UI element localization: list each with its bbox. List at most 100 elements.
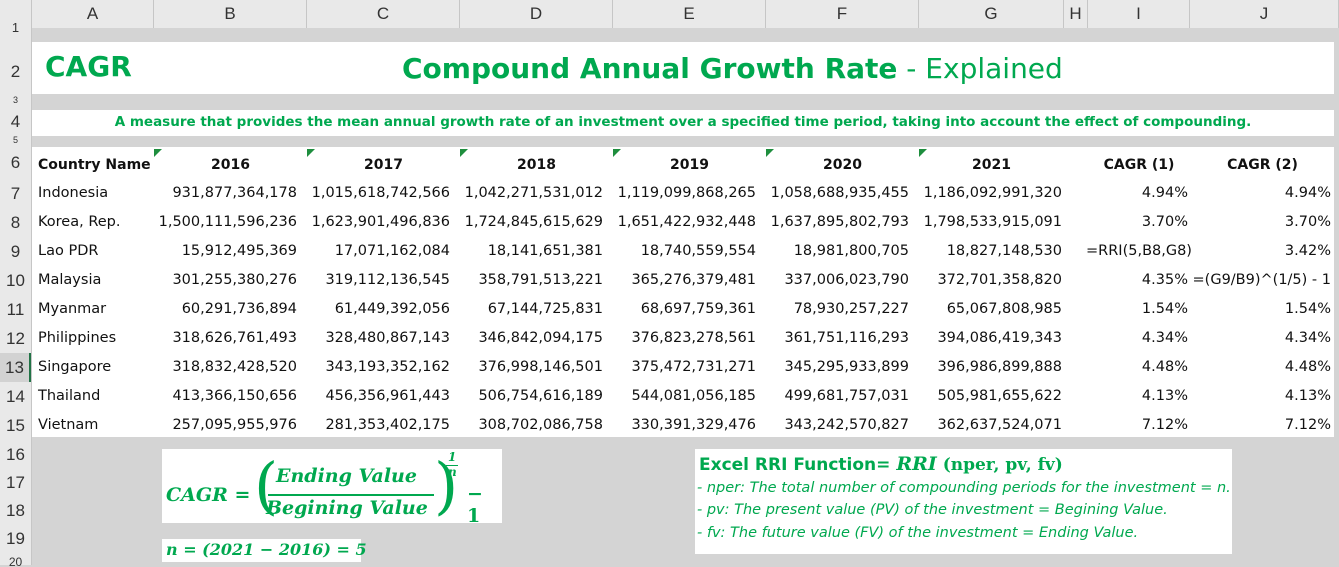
value-cell[interactable]: =(G9/B9)^(1/5) - 1: [1192, 272, 1331, 288]
column-header-j[interactable]: J: [1190, 0, 1339, 28]
value-cell[interactable]: 3.42%: [1284, 243, 1331, 259]
value-cell[interactable]: 301,255,380,276: [172, 272, 297, 288]
row-header-5[interactable]: 5: [12, 136, 18, 144]
value-cell[interactable]: 1,042,271,531,012: [464, 185, 603, 201]
row-header-18[interactable]: 18: [6, 501, 25, 520]
value-cell[interactable]: 7.12%: [1141, 417, 1188, 433]
row-header-20[interactable]: 20: [8, 557, 23, 567]
value-cell[interactable]: 4.13%: [1284, 388, 1331, 404]
row-header-12[interactable]: 12: [6, 329, 25, 348]
row-header-17[interactable]: 17: [6, 473, 25, 492]
value-cell[interactable]: 7.12%: [1284, 417, 1331, 433]
header-country-name[interactable]: Country Name: [38, 157, 151, 173]
row-header-16[interactable]: 16: [6, 445, 25, 464]
value-cell[interactable]: 1,058,688,935,455: [770, 185, 909, 201]
country-name-cell[interactable]: Myanmar: [38, 301, 107, 317]
value-cell[interactable]: 1.54%: [1141, 301, 1188, 317]
value-cell[interactable]: 4.94%: [1284, 185, 1331, 201]
value-cell[interactable]: 257,095,955,976: [172, 417, 297, 433]
value-cell[interactable]: 18,141,651,381: [487, 243, 603, 259]
value-cell[interactable]: 505,981,655,622: [937, 388, 1062, 404]
value-cell[interactable]: 506,754,616,189: [478, 388, 603, 404]
value-cell[interactable]: 1,119,099,868,265: [617, 185, 756, 201]
value-cell[interactable]: =RRI(5,B8,G8): [1086, 243, 1192, 259]
value-cell[interactable]: 376,998,146,501: [478, 359, 603, 375]
value-cell[interactable]: 281,353,402,175: [325, 417, 450, 433]
country-name-cell[interactable]: Malaysia: [38, 272, 102, 288]
value-cell[interactable]: 394,086,419,343: [937, 330, 1062, 346]
value-cell[interactable]: 330,391,329,476: [631, 417, 756, 433]
value-cell[interactable]: 931,877,364,178: [172, 185, 297, 201]
header-cagr-2[interactable]: CAGR (2): [1227, 157, 1298, 173]
row-header-4[interactable]: 4: [10, 112, 21, 131]
country-name-cell[interactable]: Indonesia: [38, 185, 109, 201]
header-2016[interactable]: 2016: [211, 157, 250, 173]
column-header-f[interactable]: F: [766, 0, 919, 28]
value-cell[interactable]: 1,015,618,742,566: [311, 185, 450, 201]
value-cell[interactable]: 68,697,759,361: [640, 301, 756, 317]
value-cell[interactable]: 345,295,933,899: [784, 359, 909, 375]
row-header-7[interactable]: 7: [10, 184, 21, 203]
value-cell[interactable]: 1,500,111,596,236: [158, 214, 297, 230]
select-all-corner[interactable]: [0, 0, 32, 28]
value-cell[interactable]: 1,798,533,915,091: [923, 214, 1062, 230]
value-cell[interactable]: 328,480,867,143: [325, 330, 450, 346]
value-cell[interactable]: 343,242,570,827: [784, 417, 909, 433]
column-header-d[interactable]: D: [460, 0, 613, 28]
value-cell[interactable]: 18,981,800,705: [793, 243, 909, 259]
country-name-cell[interactable]: Vietnam: [38, 417, 99, 433]
row-header-3[interactable]: 3: [12, 96, 18, 104]
header-cagr-1[interactable]: CAGR (1): [1103, 157, 1175, 173]
value-cell[interactable]: 4.34%: [1284, 330, 1331, 346]
column-header-h[interactable]: H: [1064, 0, 1088, 28]
value-cell[interactable]: 362,637,524,071: [937, 417, 1062, 433]
value-cell[interactable]: 78,930,257,227: [793, 301, 909, 317]
value-cell[interactable]: 4.48%: [1284, 359, 1331, 375]
column-header-a[interactable]: A: [32, 0, 154, 28]
value-cell[interactable]: 1,623,901,496,836: [311, 214, 450, 230]
value-cell[interactable]: 4.35%: [1141, 272, 1188, 288]
value-cell[interactable]: 337,006,023,790: [784, 272, 909, 288]
column-header-g[interactable]: G: [919, 0, 1064, 28]
column-header-e[interactable]: E: [613, 0, 766, 28]
header-2019[interactable]: 2019: [670, 157, 709, 173]
value-cell[interactable]: 544,081,056,185: [631, 388, 756, 404]
value-cell[interactable]: 375,472,731,271: [631, 359, 756, 375]
country-name-cell[interactable]: Singapore: [38, 359, 112, 375]
country-name-cell[interactable]: Lao PDR: [38, 243, 99, 259]
value-cell[interactable]: 319,112,136,545: [325, 272, 450, 288]
row-header-13[interactable]: 13: [0, 353, 31, 382]
value-cell[interactable]: 456,356,961,443: [325, 388, 450, 404]
row-header-14[interactable]: 14: [6, 387, 25, 406]
column-header-b[interactable]: B: [154, 0, 307, 28]
country-name-cell[interactable]: Philippines: [38, 330, 117, 346]
header-2018[interactable]: 2018: [517, 157, 556, 173]
header-2017[interactable]: 2017: [364, 157, 403, 173]
value-cell[interactable]: 1,651,422,932,448: [617, 214, 756, 230]
value-cell[interactable]: 18,827,148,530: [946, 243, 1062, 259]
value-cell[interactable]: 60,291,736,894: [181, 301, 297, 317]
value-cell[interactable]: 376,823,278,561: [631, 330, 756, 346]
value-cell[interactable]: 3.70%: [1284, 214, 1331, 230]
value-cell[interactable]: 3.70%: [1141, 214, 1188, 230]
value-cell[interactable]: 4.48%: [1141, 359, 1188, 375]
country-name-cell[interactable]: Korea, Rep.: [38, 214, 121, 230]
value-cell[interactable]: 308,702,086,758: [478, 417, 603, 433]
header-2021[interactable]: 2021: [972, 157, 1011, 173]
value-cell[interactable]: 396,986,899,888: [937, 359, 1062, 375]
value-cell[interactable]: 499,681,757,031: [784, 388, 909, 404]
value-cell[interactable]: 4.13%: [1141, 388, 1188, 404]
row-header-11[interactable]: 11: [6, 300, 25, 319]
row-header-10[interactable]: 10: [6, 271, 25, 290]
value-cell[interactable]: 15,912,495,369: [181, 243, 297, 259]
value-cell[interactable]: 372,701,358,820: [937, 272, 1062, 288]
value-cell[interactable]: 413,366,150,656: [172, 388, 297, 404]
row-header-6[interactable]: 6: [10, 153, 21, 172]
value-cell[interactable]: 17,071,162,084: [334, 243, 450, 259]
value-cell[interactable]: 1,637,895,802,793: [770, 214, 909, 230]
value-cell[interactable]: 61,449,392,056: [334, 301, 450, 317]
value-cell[interactable]: 1.54%: [1284, 301, 1331, 317]
value-cell[interactable]: 365,276,379,481: [631, 272, 756, 288]
value-cell[interactable]: 358,791,513,221: [478, 272, 603, 288]
value-cell[interactable]: 318,626,761,493: [172, 330, 297, 346]
